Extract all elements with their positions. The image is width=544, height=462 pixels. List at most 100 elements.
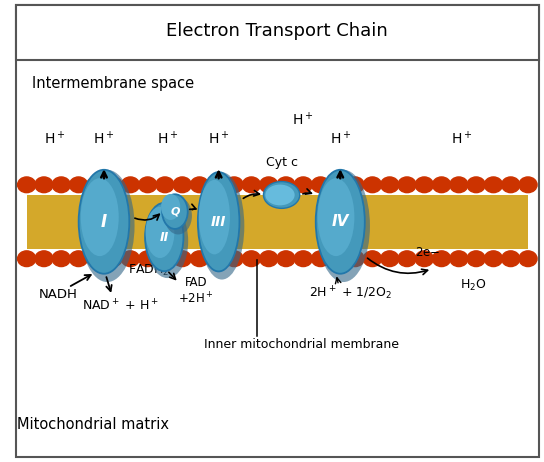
Circle shape — [208, 177, 226, 193]
Circle shape — [415, 177, 434, 193]
Ellipse shape — [81, 178, 119, 256]
Circle shape — [259, 251, 278, 267]
Circle shape — [225, 177, 243, 193]
Circle shape — [173, 251, 191, 267]
Circle shape — [312, 251, 330, 267]
Circle shape — [242, 177, 261, 193]
Circle shape — [70, 251, 88, 267]
Circle shape — [467, 251, 485, 267]
Circle shape — [277, 177, 295, 193]
Circle shape — [70, 177, 88, 193]
Circle shape — [346, 177, 364, 193]
Circle shape — [502, 177, 520, 193]
Circle shape — [104, 251, 122, 267]
Circle shape — [432, 177, 450, 193]
Text: IV: IV — [332, 214, 349, 229]
Text: H$^+$: H$^+$ — [44, 130, 65, 147]
Circle shape — [346, 251, 364, 267]
Text: Electron Transport Chain: Electron Transport Chain — [166, 23, 388, 40]
Circle shape — [35, 177, 53, 193]
Text: FADH$_2$: FADH$_2$ — [127, 263, 169, 278]
Ellipse shape — [198, 172, 239, 271]
Circle shape — [86, 177, 105, 193]
Circle shape — [484, 177, 503, 193]
Circle shape — [294, 177, 312, 193]
Circle shape — [17, 177, 36, 193]
Ellipse shape — [79, 170, 129, 274]
Ellipse shape — [200, 172, 244, 280]
Circle shape — [190, 177, 208, 193]
Circle shape — [467, 177, 485, 193]
Bar — [27, 195, 528, 249]
Ellipse shape — [263, 182, 300, 208]
Circle shape — [208, 251, 226, 267]
Circle shape — [519, 251, 537, 267]
Circle shape — [432, 251, 450, 267]
Ellipse shape — [199, 180, 230, 255]
Circle shape — [329, 177, 347, 193]
Circle shape — [35, 251, 53, 267]
Circle shape — [312, 177, 330, 193]
Circle shape — [190, 251, 208, 267]
Text: NADH: NADH — [39, 288, 78, 301]
Ellipse shape — [147, 204, 188, 278]
Text: H$^+$: H$^+$ — [157, 130, 179, 147]
Circle shape — [121, 177, 139, 193]
Circle shape — [398, 251, 416, 267]
Ellipse shape — [145, 203, 183, 271]
Text: FAD
+2H$^+$: FAD +2H$^+$ — [178, 276, 214, 306]
Text: Cyt c: Cyt c — [265, 156, 298, 169]
Text: Inner mitochondrial membrane: Inner mitochondrial membrane — [204, 338, 399, 351]
Circle shape — [519, 177, 537, 193]
Ellipse shape — [317, 170, 370, 282]
Text: H$^+$: H$^+$ — [292, 111, 314, 129]
Ellipse shape — [265, 185, 295, 205]
Text: Q: Q — [170, 207, 180, 217]
Text: 2H$^+$ + 1/2O$_2$: 2H$^+$ + 1/2O$_2$ — [310, 285, 393, 302]
Circle shape — [17, 251, 36, 267]
Ellipse shape — [318, 178, 354, 256]
Circle shape — [86, 251, 105, 267]
Circle shape — [502, 251, 520, 267]
Circle shape — [363, 177, 381, 193]
Text: H$^+$: H$^+$ — [450, 130, 472, 147]
Text: H$^+$: H$^+$ — [330, 130, 351, 147]
Text: H$^+$: H$^+$ — [208, 130, 230, 147]
Text: III: III — [211, 215, 226, 229]
Text: II: II — [159, 231, 169, 243]
Text: I: I — [101, 213, 107, 231]
Circle shape — [225, 251, 243, 267]
Circle shape — [294, 251, 312, 267]
Circle shape — [156, 177, 174, 193]
Ellipse shape — [164, 197, 192, 235]
Circle shape — [277, 251, 295, 267]
Circle shape — [484, 251, 503, 267]
Circle shape — [329, 251, 347, 267]
Ellipse shape — [162, 194, 188, 229]
Circle shape — [242, 251, 261, 267]
Circle shape — [104, 177, 122, 193]
Circle shape — [415, 251, 434, 267]
Ellipse shape — [80, 170, 134, 282]
Ellipse shape — [146, 207, 175, 258]
Ellipse shape — [316, 170, 365, 274]
Circle shape — [173, 177, 191, 193]
Circle shape — [381, 177, 399, 193]
Circle shape — [139, 251, 157, 267]
Circle shape — [363, 251, 381, 267]
FancyBboxPatch shape — [16, 5, 539, 60]
Text: H$_2$O: H$_2$O — [460, 278, 487, 293]
Circle shape — [381, 251, 399, 267]
Circle shape — [52, 177, 70, 193]
Circle shape — [450, 251, 468, 267]
Circle shape — [52, 251, 70, 267]
Circle shape — [156, 251, 174, 267]
Text: Mitochondrial matrix: Mitochondrial matrix — [17, 417, 169, 432]
Circle shape — [139, 177, 157, 193]
Text: NAD$^+$ + H$^+$: NAD$^+$ + H$^+$ — [82, 298, 158, 314]
Text: H$^+$: H$^+$ — [93, 130, 115, 147]
Ellipse shape — [161, 194, 180, 220]
Text: 2e$-$: 2e$-$ — [415, 246, 441, 259]
Circle shape — [259, 177, 278, 193]
Circle shape — [398, 177, 416, 193]
